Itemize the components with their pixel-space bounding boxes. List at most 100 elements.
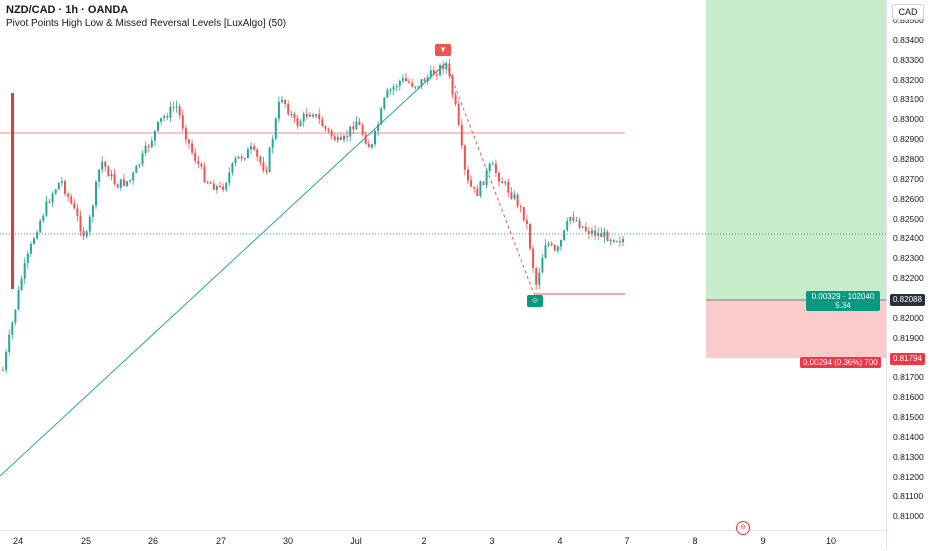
candle-body (268, 147, 271, 172)
candle-body (451, 75, 454, 95)
candle-body (76, 208, 79, 217)
candle-body (98, 169, 101, 182)
profit-zone[interactable] (706, 0, 886, 300)
price-chart[interactable] (0, 0, 886, 530)
candle-body (107, 166, 110, 177)
candle-body (113, 174, 116, 185)
currency-button[interactable]: CAD (892, 4, 924, 20)
candle-body (541, 258, 544, 273)
chart-header: NZD/CAD · 1h · OANDA Pivot Points High L… (6, 4, 286, 29)
candle-body (330, 130, 333, 137)
price-tick: 0.83300 (893, 54, 924, 65)
candle-body (91, 205, 94, 217)
time-tick: 3 (489, 536, 495, 546)
candle-body (132, 172, 135, 181)
candle-body (150, 140, 153, 147)
candle-body (14, 309, 17, 323)
candle-body (516, 194, 519, 207)
candle-body (153, 130, 156, 141)
loss-label[interactable]: 0.00294 (0.36%) 700 (800, 357, 881, 368)
candle-body (587, 231, 590, 234)
candle-body (60, 181, 63, 183)
candle-body (51, 193, 54, 203)
candle-body (560, 240, 562, 247)
price-tick: 0.81500 (893, 412, 924, 422)
pivot-high-marker[interactable]: ▼ (435, 44, 451, 56)
candle-body (367, 143, 370, 148)
candle-body (203, 166, 206, 182)
time-axis[interactable]: 24 25 26 27 30 Jul 2 3 4 7 8 9 10 (0, 530, 886, 551)
candle-body (293, 113, 296, 119)
price-tick: 0.82200 (893, 273, 924, 284)
candle-body (188, 139, 190, 144)
time-tick: 26 (147, 536, 159, 546)
candle-body (544, 245, 547, 259)
candle-body (262, 162, 265, 171)
missed-reversal-line (445, 62, 535, 295)
candle-body (609, 239, 612, 242)
candle-body (212, 183, 215, 190)
economic-event-icon[interactable]: ⊖ (736, 521, 750, 535)
candles (2, 58, 624, 373)
candle-body (302, 113, 305, 122)
trendline[interactable] (0, 62, 447, 477)
symbol-title[interactable]: NZD/CAD · 1h · OANDA (6, 4, 129, 16)
candle-body (566, 221, 569, 231)
time-tick: Jul (350, 536, 362, 546)
candle-body (191, 143, 194, 153)
candle-body (79, 216, 82, 231)
candle-body (622, 239, 624, 243)
candle-body (473, 186, 476, 189)
candle-body (358, 121, 361, 126)
candle-body (535, 268, 538, 285)
candle-body (219, 186, 221, 188)
candle-body (339, 136, 342, 140)
candle-body (305, 113, 308, 117)
chart-area[interactable]: NZD/CAD · 1h · OANDA Pivot Points High L… (0, 0, 886, 530)
candle-body (361, 125, 364, 135)
candle-body (414, 86, 417, 88)
candle-body (284, 99, 287, 105)
candle-body (82, 230, 85, 237)
candle-body (240, 156, 243, 159)
time-tick: 24 (12, 536, 24, 546)
price-tick: 0.83200 (893, 74, 924, 85)
candle-body (352, 126, 355, 130)
profit-label-line1: 0.00329 · 102040 (811, 292, 875, 301)
candle-body (175, 106, 178, 108)
candle-body (432, 70, 435, 75)
candle-body (231, 163, 234, 173)
price-tick: 0.82600 (893, 193, 924, 204)
candle-body (250, 146, 252, 150)
candle-body (287, 104, 290, 115)
candle-body (494, 163, 497, 173)
pivot-low-marker[interactable]: ⟐ (527, 295, 543, 307)
candle-body (116, 184, 119, 188)
candle-body (2, 369, 4, 371)
candle-body (215, 186, 218, 190)
candle-body (104, 161, 107, 167)
candle-body (321, 119, 324, 127)
candle-body (333, 136, 336, 141)
indicator-title[interactable]: Pivot Points High Low & Missed Reversal … (6, 18, 287, 29)
candle-body (470, 180, 473, 187)
candle-body (355, 121, 358, 130)
price-axis[interactable]: 0.83500 0.83400 0.83300 0.83200 0.83100 0.830… (886, 0, 932, 550)
price-tick: 0.82000 (893, 312, 924, 323)
candle-body (594, 230, 597, 236)
candle-body (20, 278, 23, 290)
candle-body (439, 65, 442, 75)
profit-label-line2: 5.34 (835, 301, 851, 310)
candle-body (454, 94, 457, 105)
candle-body (482, 181, 485, 185)
time-tick: 30 (282, 536, 294, 546)
candle-body (392, 87, 395, 90)
price-tick: 0.83000 (893, 114, 924, 125)
candle-body (23, 263, 26, 279)
candle-body (237, 156, 240, 159)
candle-body (349, 126, 352, 137)
profit-label[interactable]: 0.00329 · 102040 5.34 (806, 291, 880, 311)
candle-body (395, 86, 398, 88)
candle-body (147, 145, 150, 147)
price-tick: 0.81400 (893, 431, 924, 442)
